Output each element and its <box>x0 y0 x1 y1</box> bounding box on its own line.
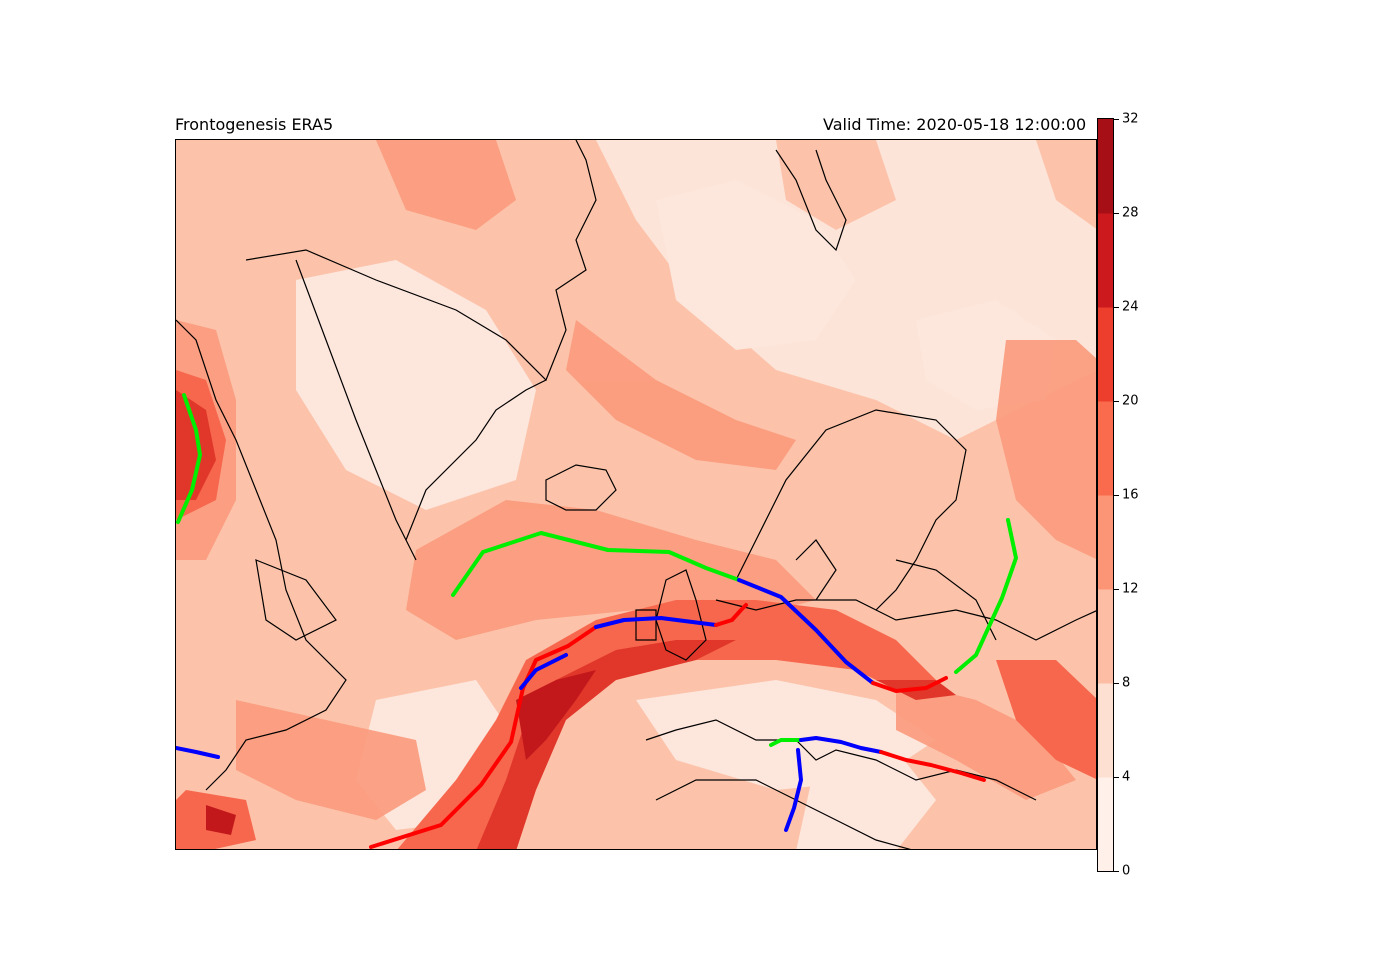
frontogenesis-map <box>175 139 1097 850</box>
front-warm-atlantic-main <box>369 625 598 849</box>
colorbar-tick <box>1114 307 1119 308</box>
colorbar-band <box>1098 119 1113 214</box>
front-other-west <box>176 393 202 524</box>
front-other-east <box>954 518 1018 674</box>
colorbar-tick-label: 20 <box>1122 393 1139 409</box>
map-title: Frontogenesis ERA5 <box>175 115 334 134</box>
front-other-atlantic <box>451 531 741 597</box>
colorbar-tick-label: 24 <box>1122 299 1139 315</box>
front-other-med <box>769 738 803 747</box>
colorbar-band <box>1098 777 1113 871</box>
front-cold-atlantic-2 <box>594 616 718 629</box>
colorbar-tick <box>1114 589 1119 590</box>
valid-time-label: Valid Time: 2020-05-18 12:00:00 <box>823 115 1087 134</box>
colorbar-band <box>1098 683 1113 778</box>
colorbar-band <box>1098 495 1113 590</box>
colorbar-tick <box>1114 777 1119 778</box>
colorbar-band <box>1098 307 1113 402</box>
colorbar-tick-label: 4 <box>1122 769 1131 785</box>
colorbar-tick-label: 0 <box>1122 863 1131 879</box>
fronts <box>176 393 1018 849</box>
front-cold-med-south <box>784 748 803 832</box>
colorbar-gradient <box>1098 119 1113 871</box>
colorbar <box>1097 118 1114 872</box>
colorbar-band <box>1098 213 1113 308</box>
front-warm-europe <box>871 676 948 693</box>
colorbar-band <box>1098 589 1113 684</box>
front-warm-atlantic-2 <box>714 603 748 627</box>
colorbar-tick <box>1114 119 1119 120</box>
map-canvas <box>176 140 1096 849</box>
coastlines <box>176 140 1096 849</box>
front-warm-med <box>879 750 986 782</box>
colorbar-tick-label: 32 <box>1122 111 1139 127</box>
colorbar-tick-label: 12 <box>1122 581 1139 597</box>
colorbar-band <box>1098 401 1113 496</box>
field-level-4 <box>296 180 1056 849</box>
front-cold-atlantic-1 <box>519 653 568 690</box>
front-cold-europe <box>737 578 875 685</box>
front-cold-med <box>799 736 883 754</box>
colorbar-tick-label: 16 <box>1122 487 1139 503</box>
field-level-24 <box>206 670 596 835</box>
colorbar-tick-label: 28 <box>1122 205 1139 221</box>
colorbar-tick <box>1114 213 1119 214</box>
colorbar-tick <box>1114 401 1119 402</box>
colorbar-tick <box>1114 871 1119 872</box>
colorbar-tick-label: 8 <box>1122 675 1131 691</box>
front-cold-west-lower <box>176 746 220 759</box>
colorbar-tick <box>1114 495 1119 496</box>
colorbar-tick <box>1114 683 1119 684</box>
